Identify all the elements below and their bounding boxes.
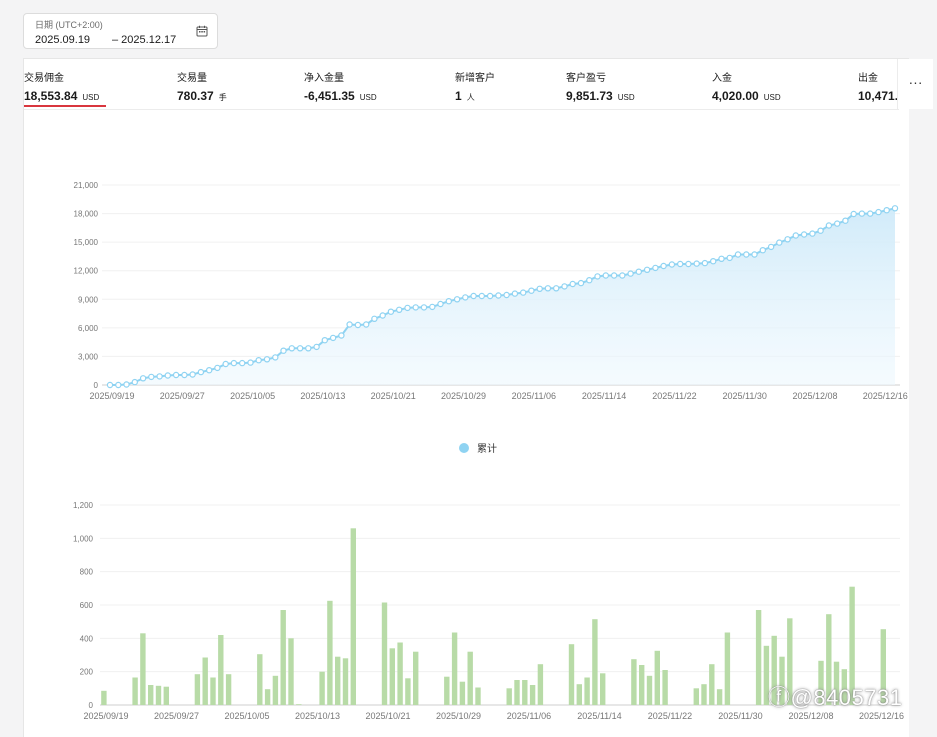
kpi-value: -6,451.35 — [304, 89, 355, 103]
kpi-unit: USD — [82, 93, 100, 102]
kpi-label: 入金 — [712, 73, 732, 84]
watermark: ⓕ@8405731 — [768, 685, 903, 710]
kpi-unit: USD — [359, 93, 377, 102]
legend-marker — [459, 442, 469, 453]
kpi-unit: 人 — [466, 93, 475, 102]
legend-label: 累计 — [477, 444, 497, 455]
kpi-row: 交易佣金 18,553.84 USD 交易量 780.37 手 净入金量 -6,45… — [24, 59, 899, 110]
date-start-value[interactable]: 2025.09.19 — [35, 34, 91, 46]
kpi-value: 10,471. — [858, 89, 899, 103]
kpi-volume[interactable]: 交易量 780.37 手 — [177, 69, 227, 103]
more-options-button[interactable]: ··· — [897, 59, 933, 109]
kpi-label: 出金 — [858, 73, 878, 84]
kpi-label: 交易佣金 — [24, 73, 64, 84]
kpi-label: 新增客户 — [455, 73, 495, 84]
kpi-value: 780.37 — [177, 89, 214, 103]
date-range-picker[interactable]: 日期 (UTC+2:00) 2025.09.19 – 2025.12.17 — [23, 13, 218, 49]
kpi-withdrawal[interactable]: 出金 10,471. — [858, 69, 899, 103]
kpi-unit: USD — [617, 93, 635, 102]
kpi-value: 9,851.73 — [566, 89, 613, 103]
kpi-value: 1 — [455, 89, 462, 103]
kpi-commission[interactable]: 交易佣金 18,553.84 USD — [24, 69, 99, 103]
date-end-value[interactable]: – 2025.12.17 — [112, 34, 177, 46]
kpi-label: 交易量 — [177, 73, 207, 84]
kpi-active-indicator — [24, 105, 106, 107]
kpi-value: 4,020.00 — [712, 89, 759, 103]
kpi-unit: USD — [763, 93, 781, 102]
kpi-label: 净入金量 — [304, 73, 344, 84]
kpi-unit: 手 — [218, 93, 227, 102]
calendar-icon[interactable] — [196, 25, 208, 37]
chart-legend[interactable]: 累计 — [459, 440, 497, 455]
kpi-net-deposit[interactable]: 净入金量 -6,451.35 USD — [304, 69, 377, 103]
kpi-client-pnl[interactable]: 客户盈亏 9,851.73 USD — [566, 69, 635, 103]
date-range-label: 日期 (UTC+2:00) — [35, 20, 103, 30]
kpi-value: 18,553.84 — [24, 89, 78, 103]
report-panel: 交易佣金 18,553.84 USD 交易量 780.37 手 净入金量 -6,45… — [23, 58, 933, 737]
kpi-deposit[interactable]: 入金 4,020.00 USD — [712, 69, 781, 103]
kpi-label: 客户盈亏 — [566, 73, 606, 84]
